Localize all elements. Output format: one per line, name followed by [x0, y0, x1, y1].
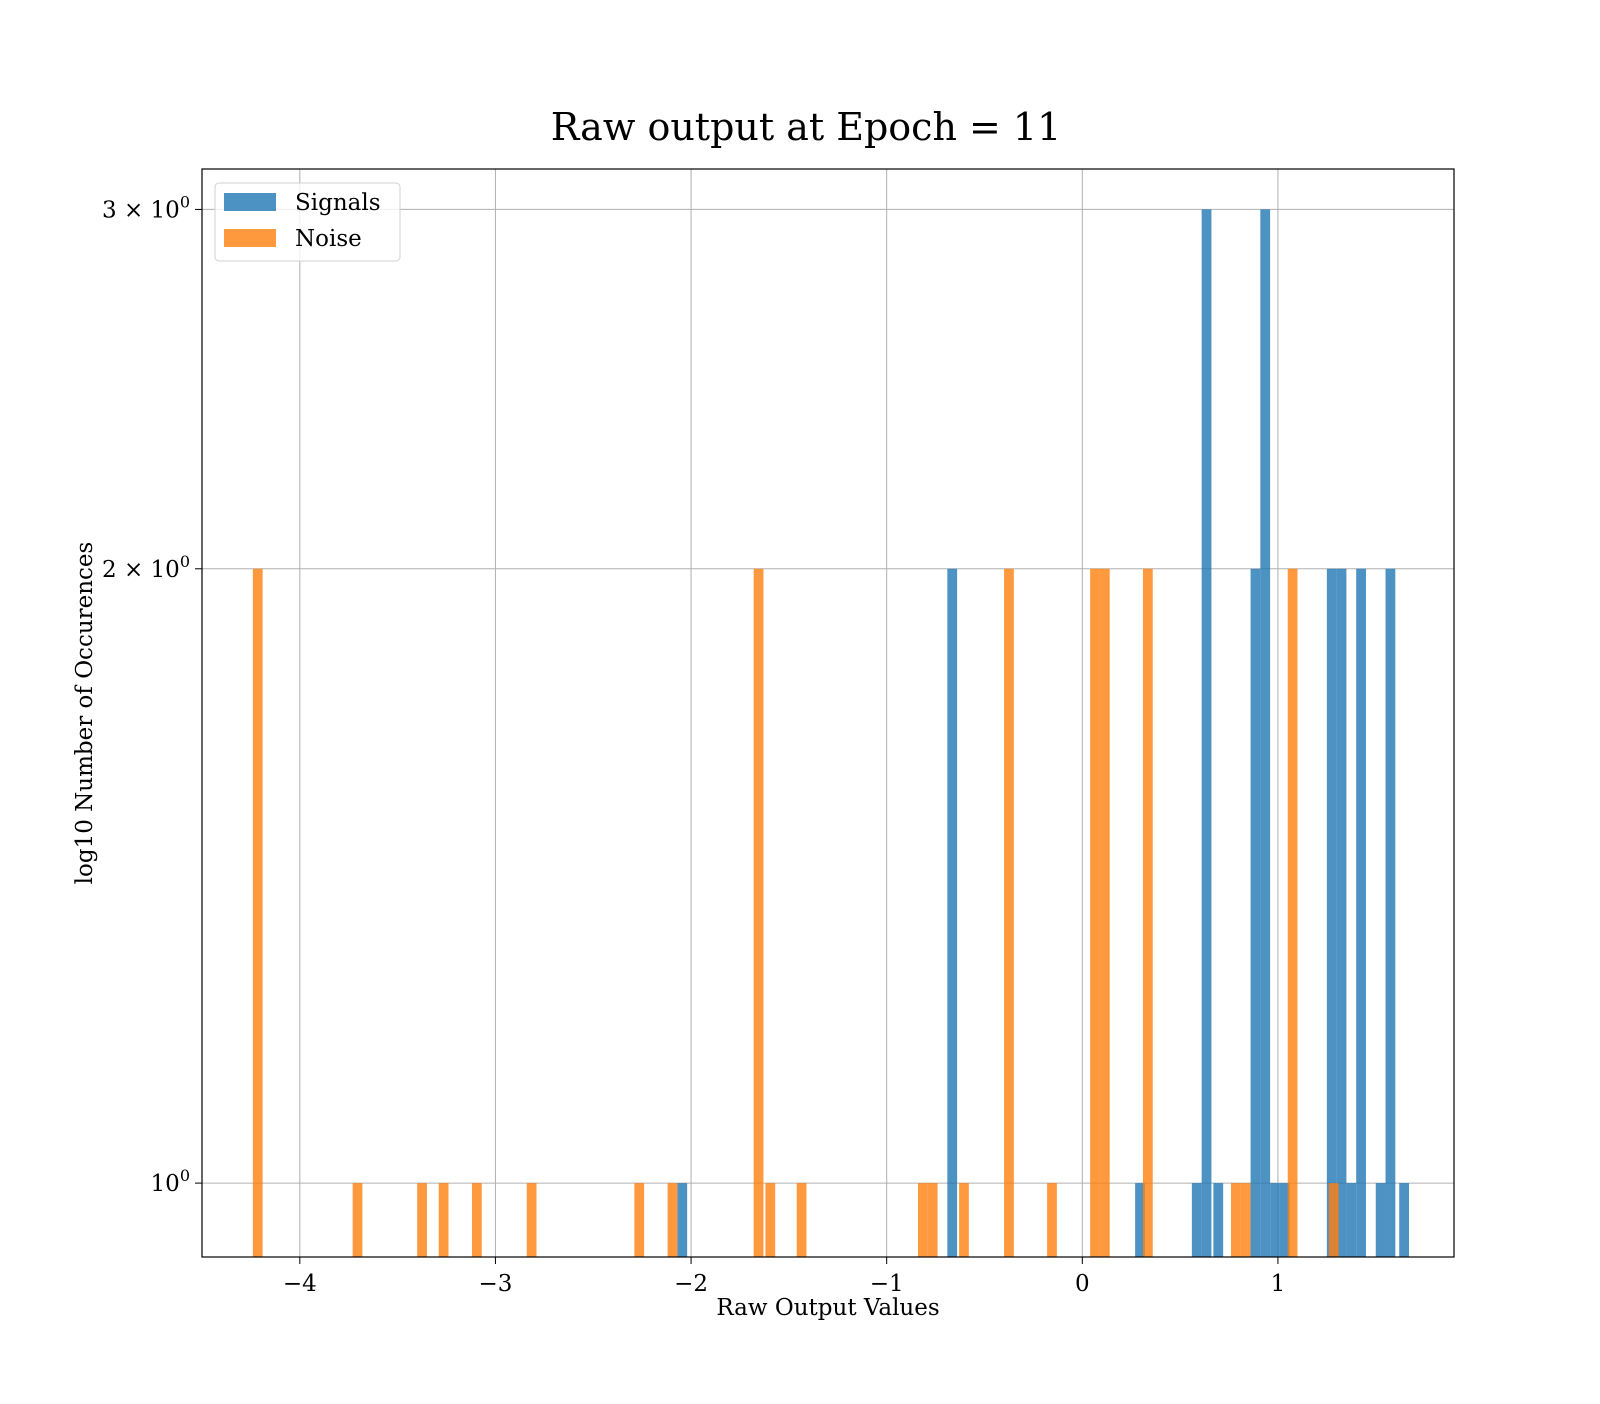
bar-noise [1142, 568, 1153, 1257]
bar-noise [438, 1183, 449, 1257]
bar-signals [1260, 209, 1271, 1258]
x-tick-label: 1 [1271, 1271, 1286, 1297]
x-tick-label: −3 [478, 1271, 512, 1297]
bar-signals [947, 568, 958, 1257]
bar-noise [959, 1183, 969, 1257]
bar-noise [1240, 1183, 1251, 1257]
y-tick-label-exponent: 0 [180, 552, 190, 571]
bar-signals [1336, 568, 1347, 1257]
x-tick-label: 0 [1075, 1271, 1090, 1297]
bar-signals [1201, 209, 1212, 1258]
y-tick-label-exponent: 0 [180, 1166, 190, 1185]
grid-layer [202, 169, 1454, 1257]
bar-signals [1250, 568, 1261, 1257]
bar-noise [352, 1183, 363, 1257]
bar-signals [1270, 1183, 1280, 1257]
bar-noise [667, 1183, 678, 1257]
bar-noise [917, 1183, 928, 1257]
legend-swatch-signals [224, 193, 276, 211]
series-signals [677, 209, 1410, 1258]
bar-signals [1279, 1183, 1290, 1257]
y-tick-label-base: 10 [151, 1171, 180, 1197]
y-tick-label-base: 3 × 10 [102, 197, 180, 223]
bar-signals [1399, 1183, 1410, 1257]
bar-noise [526, 1183, 537, 1257]
bar-signals [1135, 1183, 1145, 1257]
bar-signals [1385, 568, 1396, 1257]
y-tick-label-exponent: 0 [180, 192, 190, 211]
y-tick-label-base: 2 × 10 [102, 557, 180, 583]
bar-signals [1191, 1183, 1202, 1257]
bar-signals [1326, 568, 1337, 1257]
y-tick-label: 3 × 100 [102, 192, 190, 223]
y-tick-label: 100 [151, 1166, 190, 1197]
x-axis-label: Raw Output Values [716, 1295, 939, 1321]
bar-noise [1004, 568, 1014, 1257]
x-tick-label: −2 [674, 1271, 708, 1297]
bar-signals [677, 1183, 688, 1257]
bar-noise [1090, 568, 1100, 1257]
bar-noise [417, 1183, 427, 1257]
legend-label-signals: Signals [295, 190, 381, 216]
legend-swatch-noise [224, 229, 276, 247]
bar-noise [927, 1183, 938, 1257]
x-tick-label: −4 [283, 1271, 317, 1297]
bar-noise [471, 1183, 482, 1257]
bar-noise [1099, 568, 1110, 1257]
bar-noise [1047, 1183, 1057, 1257]
bar-noise [796, 1183, 807, 1257]
bar-noise [1328, 1183, 1339, 1257]
y-tick-label: 2 × 100 [102, 552, 190, 583]
bar-signals [1356, 568, 1366, 1257]
bar-noise [634, 1183, 645, 1257]
bar-noise [252, 568, 263, 1257]
bar-signals [1346, 1183, 1357, 1257]
bar-signals [1375, 1183, 1386, 1257]
bar-noise [753, 568, 764, 1257]
y-axis-label: log10 Number of Occurences [72, 542, 98, 885]
bar-noise [765, 1183, 776, 1257]
bar-noise [1287, 568, 1298, 1257]
x-tick-label: −1 [870, 1271, 904, 1297]
chart-title: Raw output at Epoch = 11 [551, 105, 1062, 149]
legend: Signals Noise [214, 182, 401, 262]
bars-layer [252, 209, 1410, 1258]
plot-frame [201, 168, 1455, 1258]
series-noise [252, 568, 1339, 1257]
bar-signals [1213, 1183, 1224, 1257]
bar-noise [1230, 1183, 1241, 1257]
legend-label-noise: Noise [295, 226, 362, 252]
